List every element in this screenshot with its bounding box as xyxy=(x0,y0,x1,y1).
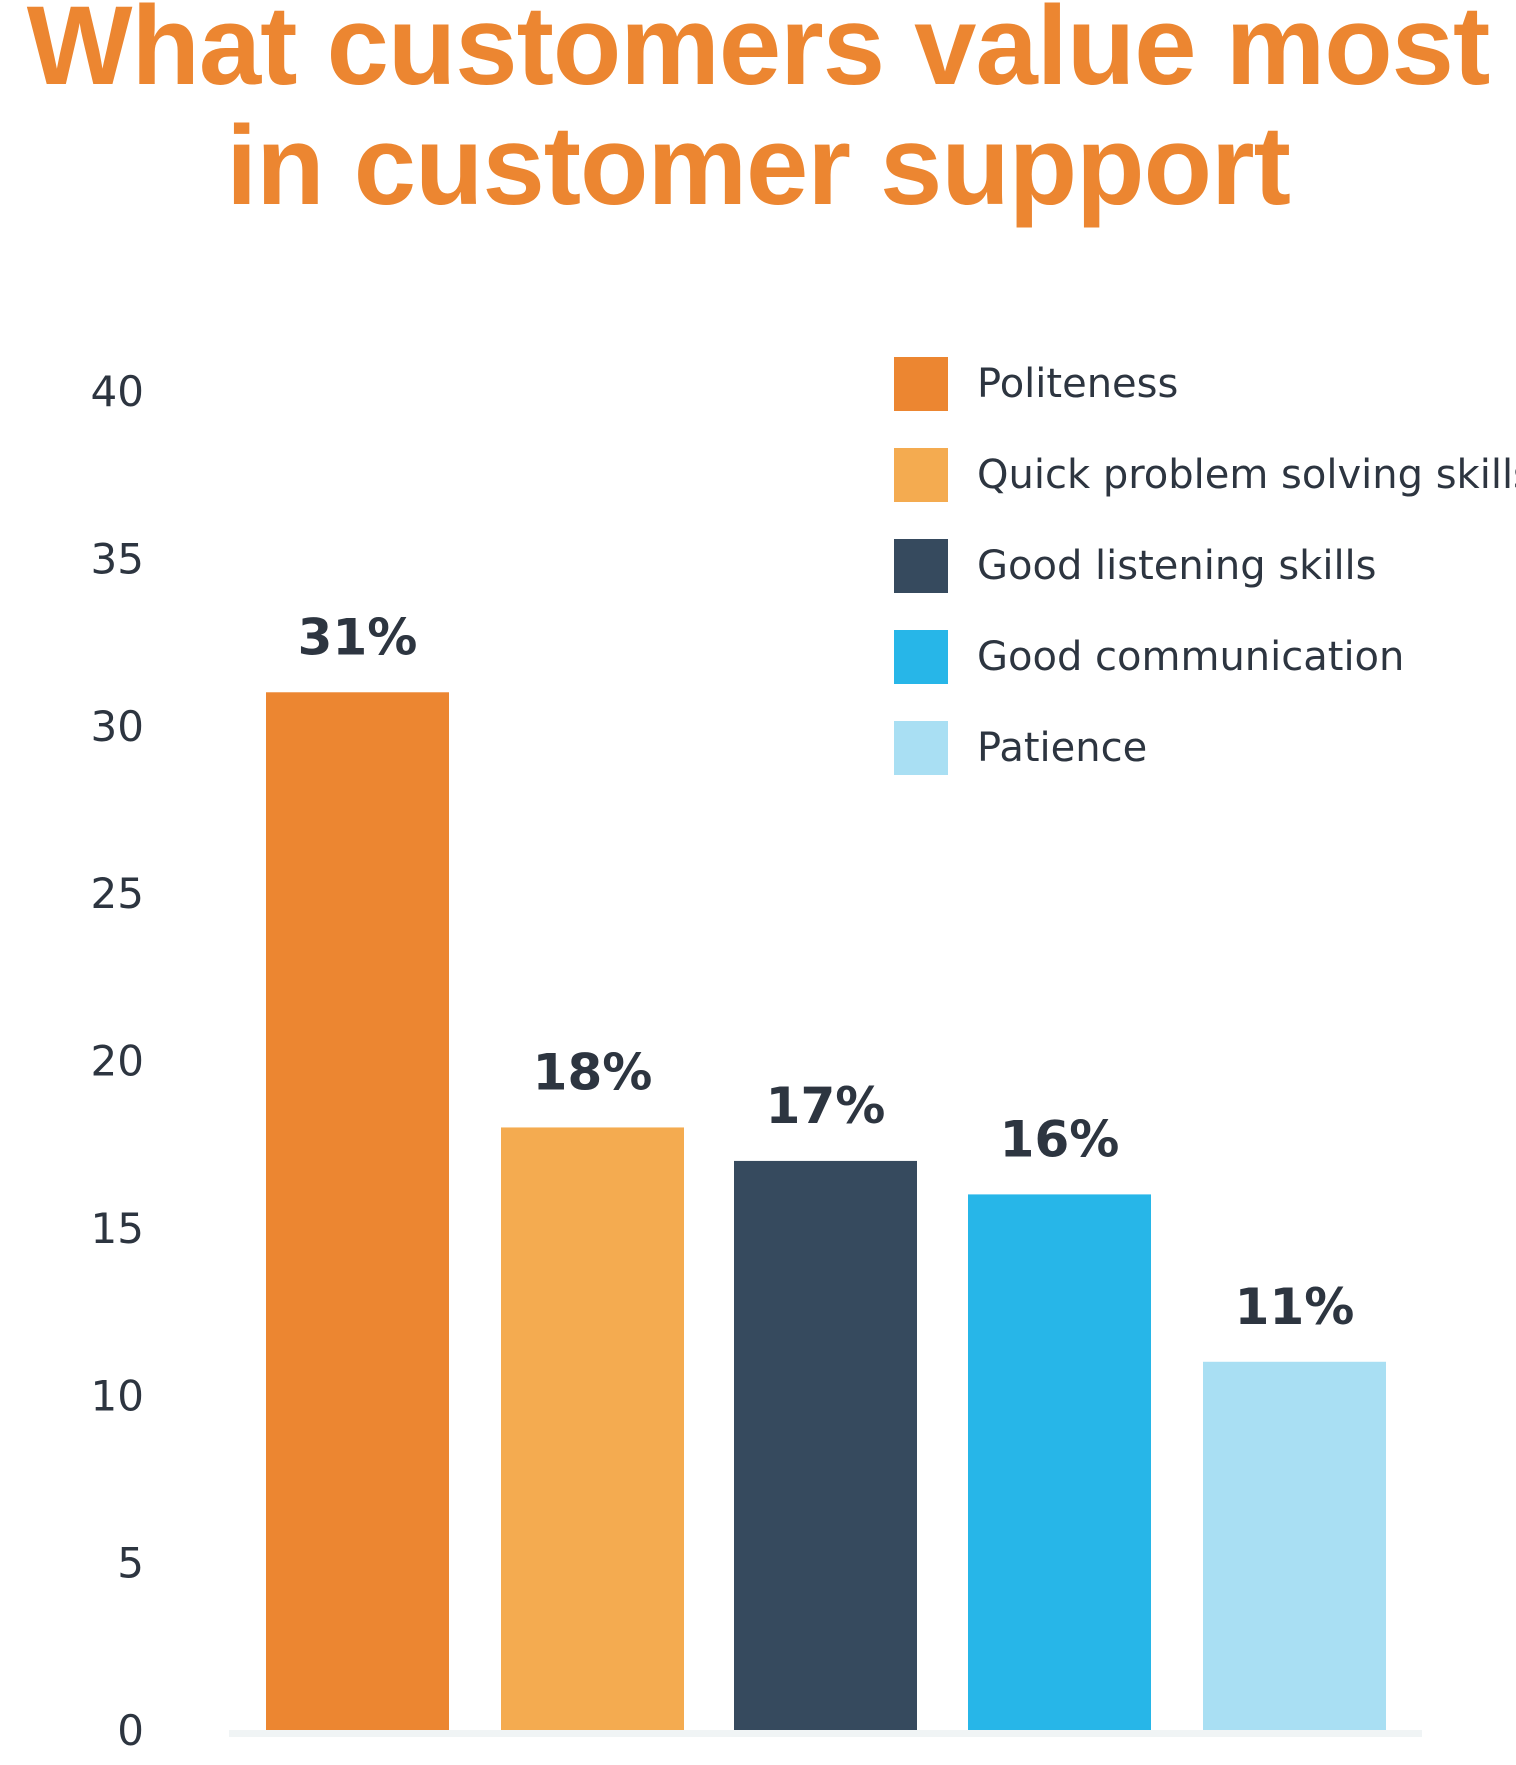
y-tick-label: 20 xyxy=(91,1037,144,1086)
y-tick-label: 30 xyxy=(91,702,144,751)
x-axis-baseline xyxy=(229,1730,1422,1737)
y-tick-label: 10 xyxy=(91,1371,144,1420)
bar-value-label: 16% xyxy=(1000,1110,1120,1168)
bar-4 xyxy=(1203,1361,1386,1730)
bar-3 xyxy=(968,1194,1151,1730)
bar-2 xyxy=(734,1160,917,1730)
legend-swatch xyxy=(894,448,948,502)
y-tick-label: 0 xyxy=(117,1706,144,1755)
y-tick-label: 5 xyxy=(117,1539,144,1588)
y-tick-label: 40 xyxy=(91,367,144,416)
legend-label: Patience xyxy=(977,725,1147,771)
bar-value-label: 11% xyxy=(1235,1278,1355,1336)
y-tick-label: 15 xyxy=(91,1204,144,1253)
y-tick-label: 25 xyxy=(91,869,144,918)
bar-0 xyxy=(266,692,449,1730)
legend-swatch xyxy=(894,630,948,684)
legend-label: Quick problem solving skills xyxy=(977,452,1516,498)
chart-title: What customers value most in customer su… xyxy=(0,0,1516,226)
bar-value-label: 18% xyxy=(533,1043,653,1101)
legend-label: Good communication xyxy=(977,634,1404,680)
legend-swatch xyxy=(894,721,948,775)
legend-label: Politeness xyxy=(977,361,1178,407)
bar-value-label: 17% xyxy=(766,1077,886,1135)
legend-swatch xyxy=(894,357,948,411)
y-tick-label: 35 xyxy=(91,534,144,583)
chart-title-line-1: What customers value most xyxy=(26,0,1491,108)
legend-swatch xyxy=(894,539,948,593)
chart-title-line-2: in customer support xyxy=(226,103,1291,228)
bar-value-label: 31% xyxy=(298,608,418,666)
bar-1 xyxy=(501,1127,684,1730)
legend-label: Good listening skills xyxy=(977,543,1377,589)
